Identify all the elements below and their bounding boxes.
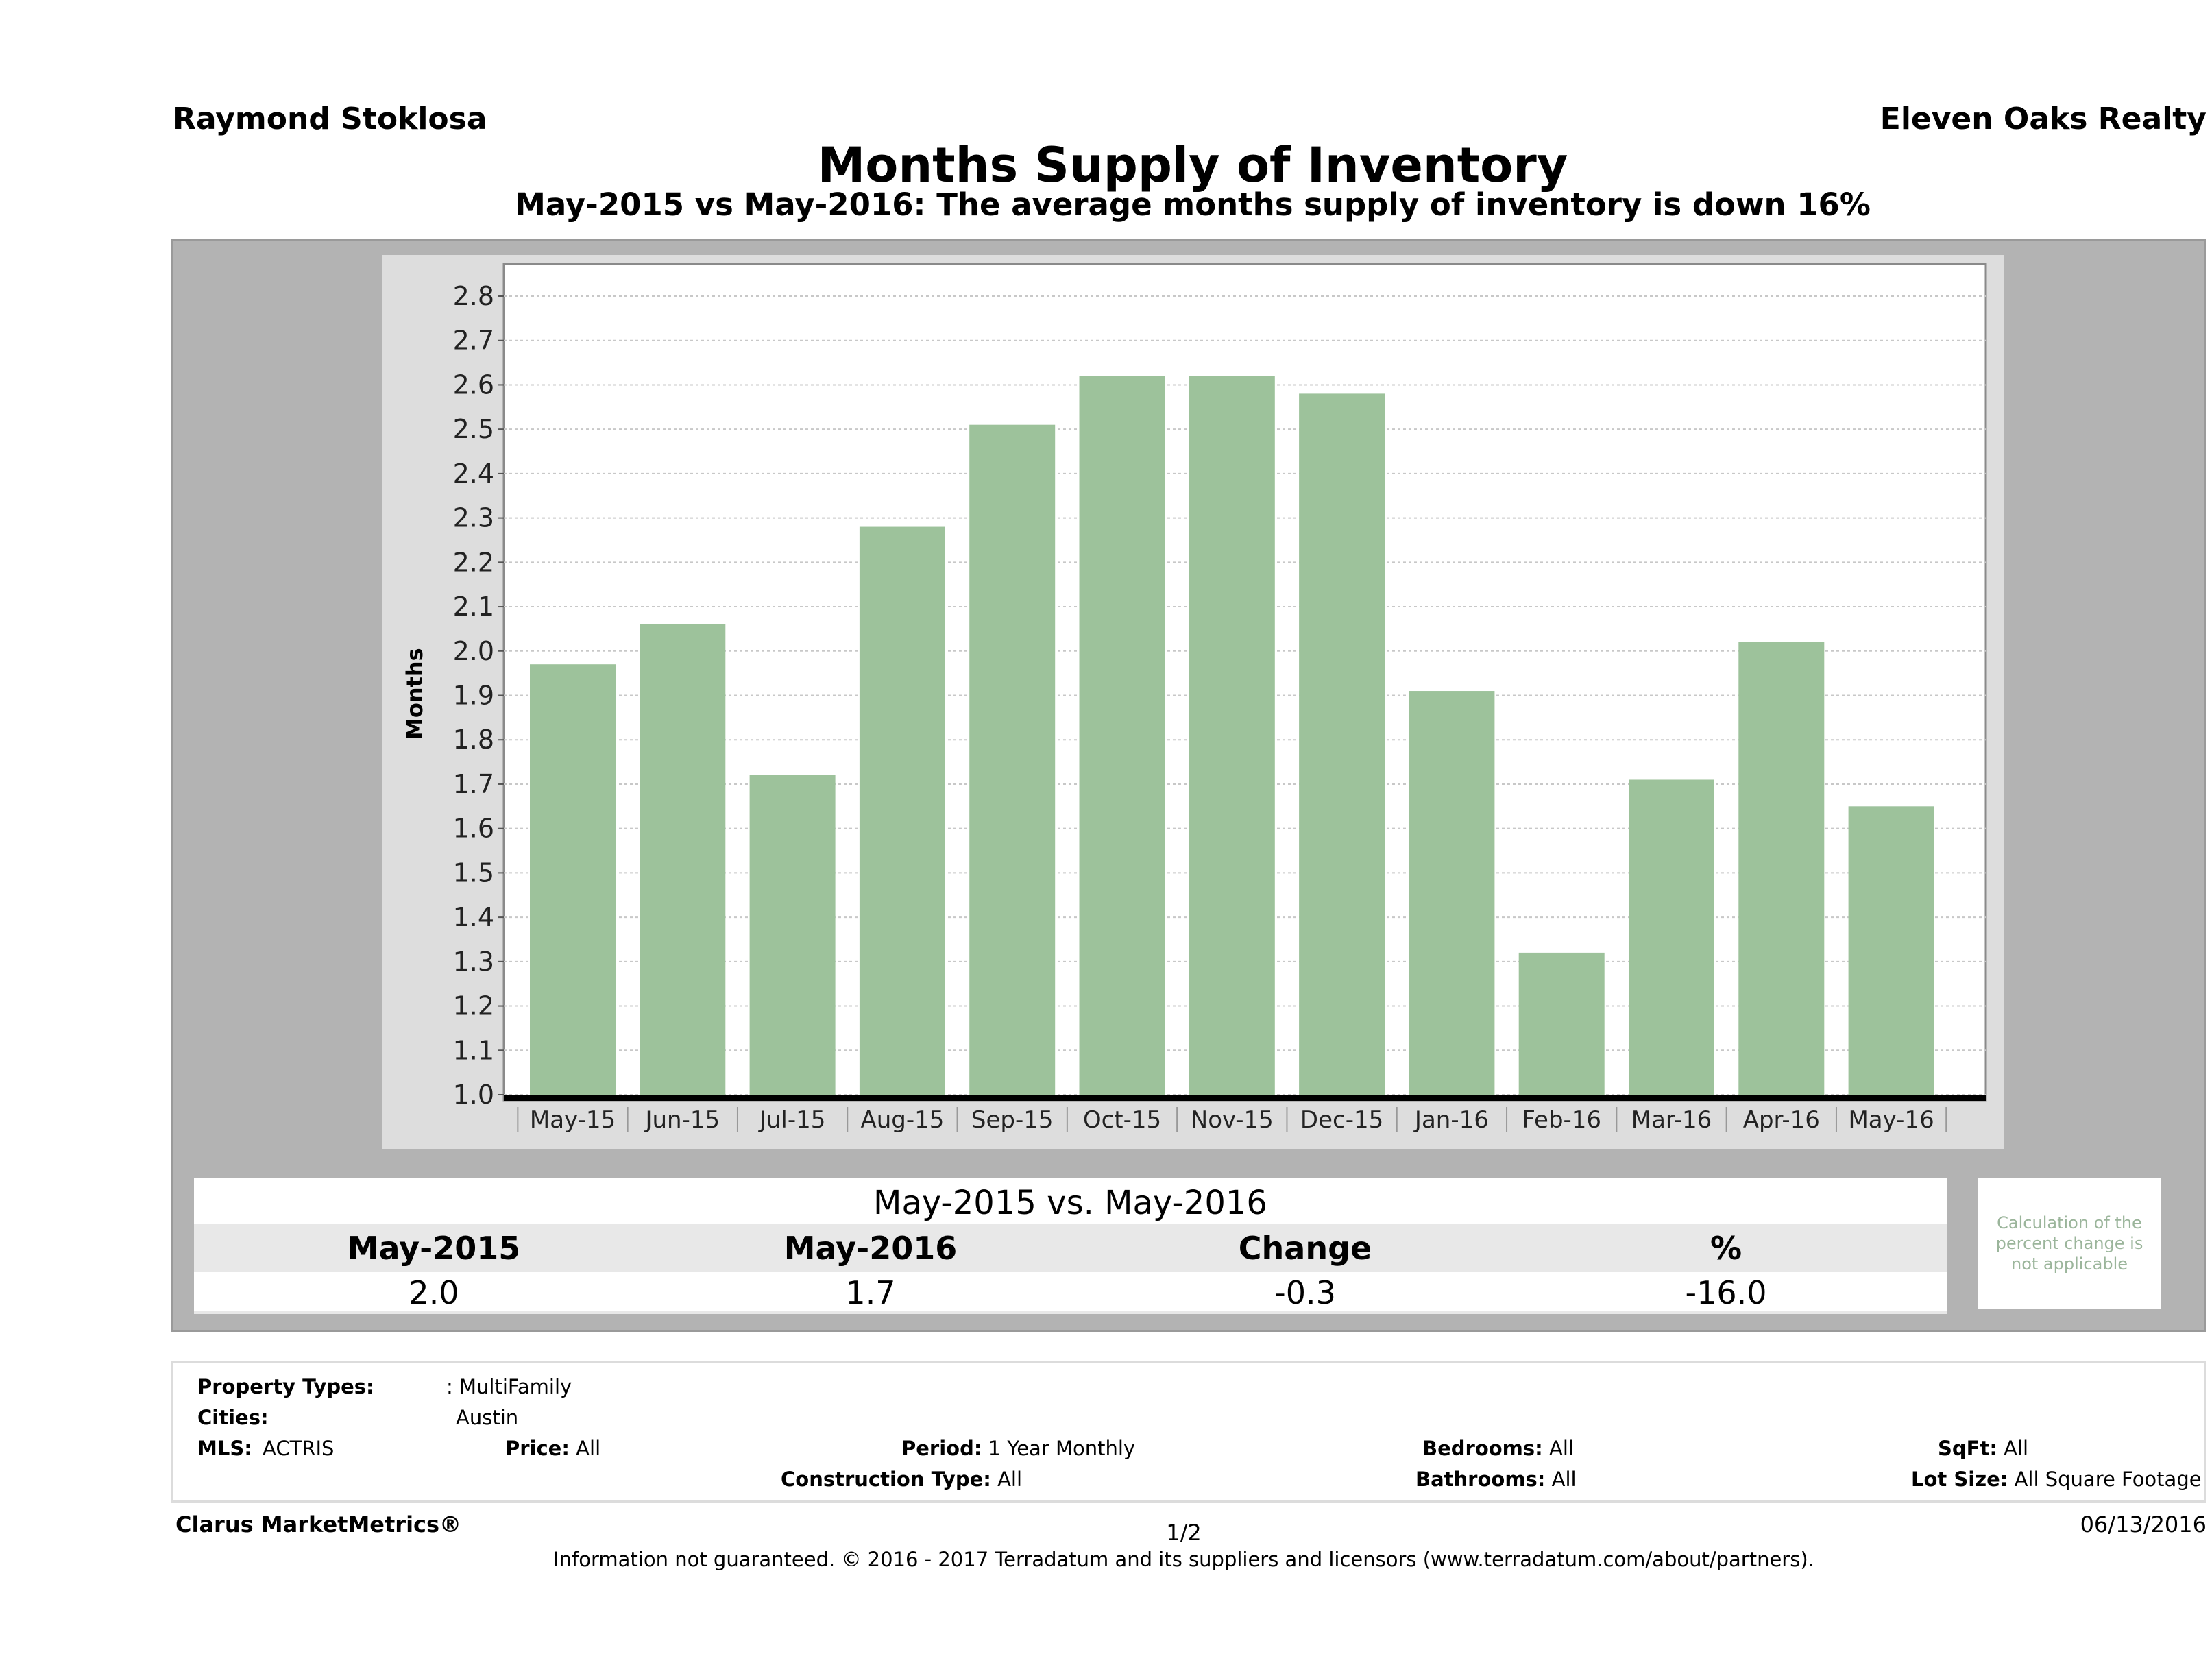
bar-jan-16 (1409, 691, 1495, 1095)
bar-mar-16 (1629, 779, 1714, 1095)
summary-header-cell: Change (1238, 1230, 1372, 1267)
lot-size-label: Lot Size: (1911, 1468, 2008, 1491)
y-tick-label: 1.1 (453, 1035, 494, 1065)
summary-header-cell: May-2015 (347, 1230, 521, 1267)
y-axis-ticks: 1.0 1.1 1.2 1.3 1.4 1.5 1.6 1.7 1.8 1.9 2.0 2.1 2.2 2… (453, 281, 504, 1110)
page-number: 1/2 (1166, 1520, 1202, 1546)
bar-apr-16 (1738, 642, 1825, 1095)
y-axis-label: Months (402, 648, 428, 740)
summary-value-cell: -0.3 (1274, 1274, 1336, 1311)
office-name: Eleven Oaks Realty (1880, 101, 2207, 136)
bars (530, 376, 1934, 1095)
bedrooms-label: Bedrooms: (1422, 1437, 1543, 1460)
brand-label: Clarus MarketMetrics® (175, 1511, 462, 1537)
y-tick-label: 2.8 (453, 281, 494, 311)
y-tick-label: 1.8 (453, 725, 494, 755)
y-tick-label: 1.9 (453, 681, 494, 711)
bar-jul-15 (749, 775, 836, 1095)
x-axis-line (504, 1095, 1986, 1101)
period-value: 1 Year Monthly (988, 1437, 1136, 1460)
y-tick-label: 2.2 (453, 547, 494, 577)
y-tick-label: 2.1 (453, 592, 494, 622)
summary-value-cell: 2.0 (409, 1274, 459, 1311)
y-tick-label: 2.6 (453, 369, 494, 400)
y-tick-label: 2.4 (453, 459, 494, 489)
bar-dec-15 (1299, 393, 1385, 1095)
agent-name: Raymond Stoklosa (173, 101, 487, 136)
y-tick-label: 2.7 (453, 326, 494, 356)
y-tick-label: 2.0 (453, 636, 494, 666)
bar-may-16 (1848, 806, 1934, 1095)
property-types-label: Property Types: (197, 1375, 374, 1398)
construction-type-label: Construction Type: (781, 1468, 991, 1491)
x-tick-label: Sep-15 (971, 1106, 1054, 1134)
cities-value: Austin (456, 1406, 519, 1429)
price-value: All (576, 1437, 601, 1460)
x-tick-label: Mar-16 (1631, 1106, 1712, 1134)
period-label: Period: (901, 1437, 982, 1460)
bar-nov-15 (1189, 376, 1275, 1095)
cities-label: Cities: (197, 1406, 269, 1429)
report-subtitle: May-2015 vs May-2016: The average months… (515, 186, 1871, 223)
mls-label: MLS: (197, 1437, 252, 1460)
y-tick-label: 1.0 (453, 1080, 494, 1110)
y-tick-label: 1.2 (453, 991, 494, 1021)
y-tick-label: 1.7 (453, 769, 494, 799)
x-tick-label: Apr-16 (1743, 1106, 1820, 1134)
x-tick-label: Aug-15 (860, 1106, 944, 1134)
summary-value-cell: 1.7 (845, 1274, 896, 1311)
summary-header-cell: May-2016 (783, 1230, 958, 1267)
summary-header-row: May-2015 May-2016 Change % (194, 1228, 1947, 1267)
bar-sep-15 (969, 424, 1056, 1095)
bar-oct-15 (1079, 376, 1165, 1095)
y-tick-label: 2.3 (453, 503, 494, 533)
summary-table: May-2015 vs. May-2016 May-2015 May-2016 … (194, 1178, 1947, 1314)
bathrooms-label: Bathrooms: (1415, 1468, 1546, 1491)
x-tick-label: Jun-15 (644, 1106, 720, 1134)
bar-may-15 (530, 664, 616, 1095)
summary-value-row: 2.0 1.7 -0.3 -16.0 (194, 1272, 1947, 1311)
bathrooms-value: All (1551, 1468, 1577, 1491)
price-label: Price: (505, 1437, 570, 1460)
y-tick-label: 1.4 (453, 902, 494, 932)
x-tick-label: Feb-16 (1522, 1106, 1601, 1134)
bar-feb-16 (1518, 952, 1605, 1095)
summary-title: May-2015 vs. May-2016 (194, 1178, 1947, 1224)
bar-jun-15 (640, 624, 726, 1095)
x-tick-label: Jan-16 (1413, 1106, 1489, 1134)
x-tick-label: Nov-15 (1191, 1106, 1274, 1134)
mls-value: ACTRIS (263, 1437, 335, 1460)
report-date: 06/13/2016 (2080, 1511, 2207, 1537)
x-tick-label: May-15 (530, 1106, 616, 1134)
bedrooms-value: All (1548, 1437, 1574, 1460)
criteria-box: Property Types: : MultiFamily Cities: Au… (171, 1361, 2206, 1503)
construction-type-value: All (997, 1468, 1023, 1491)
percent-change-note: Calculation of the percent change is not… (1978, 1178, 2161, 1309)
summary-header-cell: % (1710, 1230, 1742, 1267)
bar-aug-15 (859, 526, 945, 1095)
x-tick-label: May-16 (1848, 1106, 1934, 1134)
y-tick-label: 2.5 (453, 414, 494, 444)
x-tick-label: Jul-15 (758, 1106, 826, 1134)
x-axis-ticks: May-15 Jun-15 Jul-15 Aug-15 Sep-15 Oct-15 Nov-… (504, 1095, 1986, 1134)
x-tick-label: Dec-15 (1300, 1106, 1383, 1134)
sqft-label: SqFt: (1938, 1437, 1997, 1460)
x-tick-label: Oct-15 (1083, 1106, 1161, 1134)
report-title: Months Supply of Inventory (817, 137, 1568, 193)
sqft-value: All (2004, 1437, 2029, 1460)
property-types-value: : MultiFamily (446, 1375, 572, 1398)
y-tick-label: 1.6 (453, 814, 494, 844)
summary-value-cell: -16.0 (1685, 1274, 1767, 1311)
lot-size-value: All Square Footage (2014, 1468, 2202, 1491)
y-tick-label: 1.5 (453, 858, 494, 888)
y-tick-label: 1.3 (453, 947, 494, 977)
disclaimer: Information not guaranteed. © 2016 - 201… (553, 1548, 1814, 1571)
